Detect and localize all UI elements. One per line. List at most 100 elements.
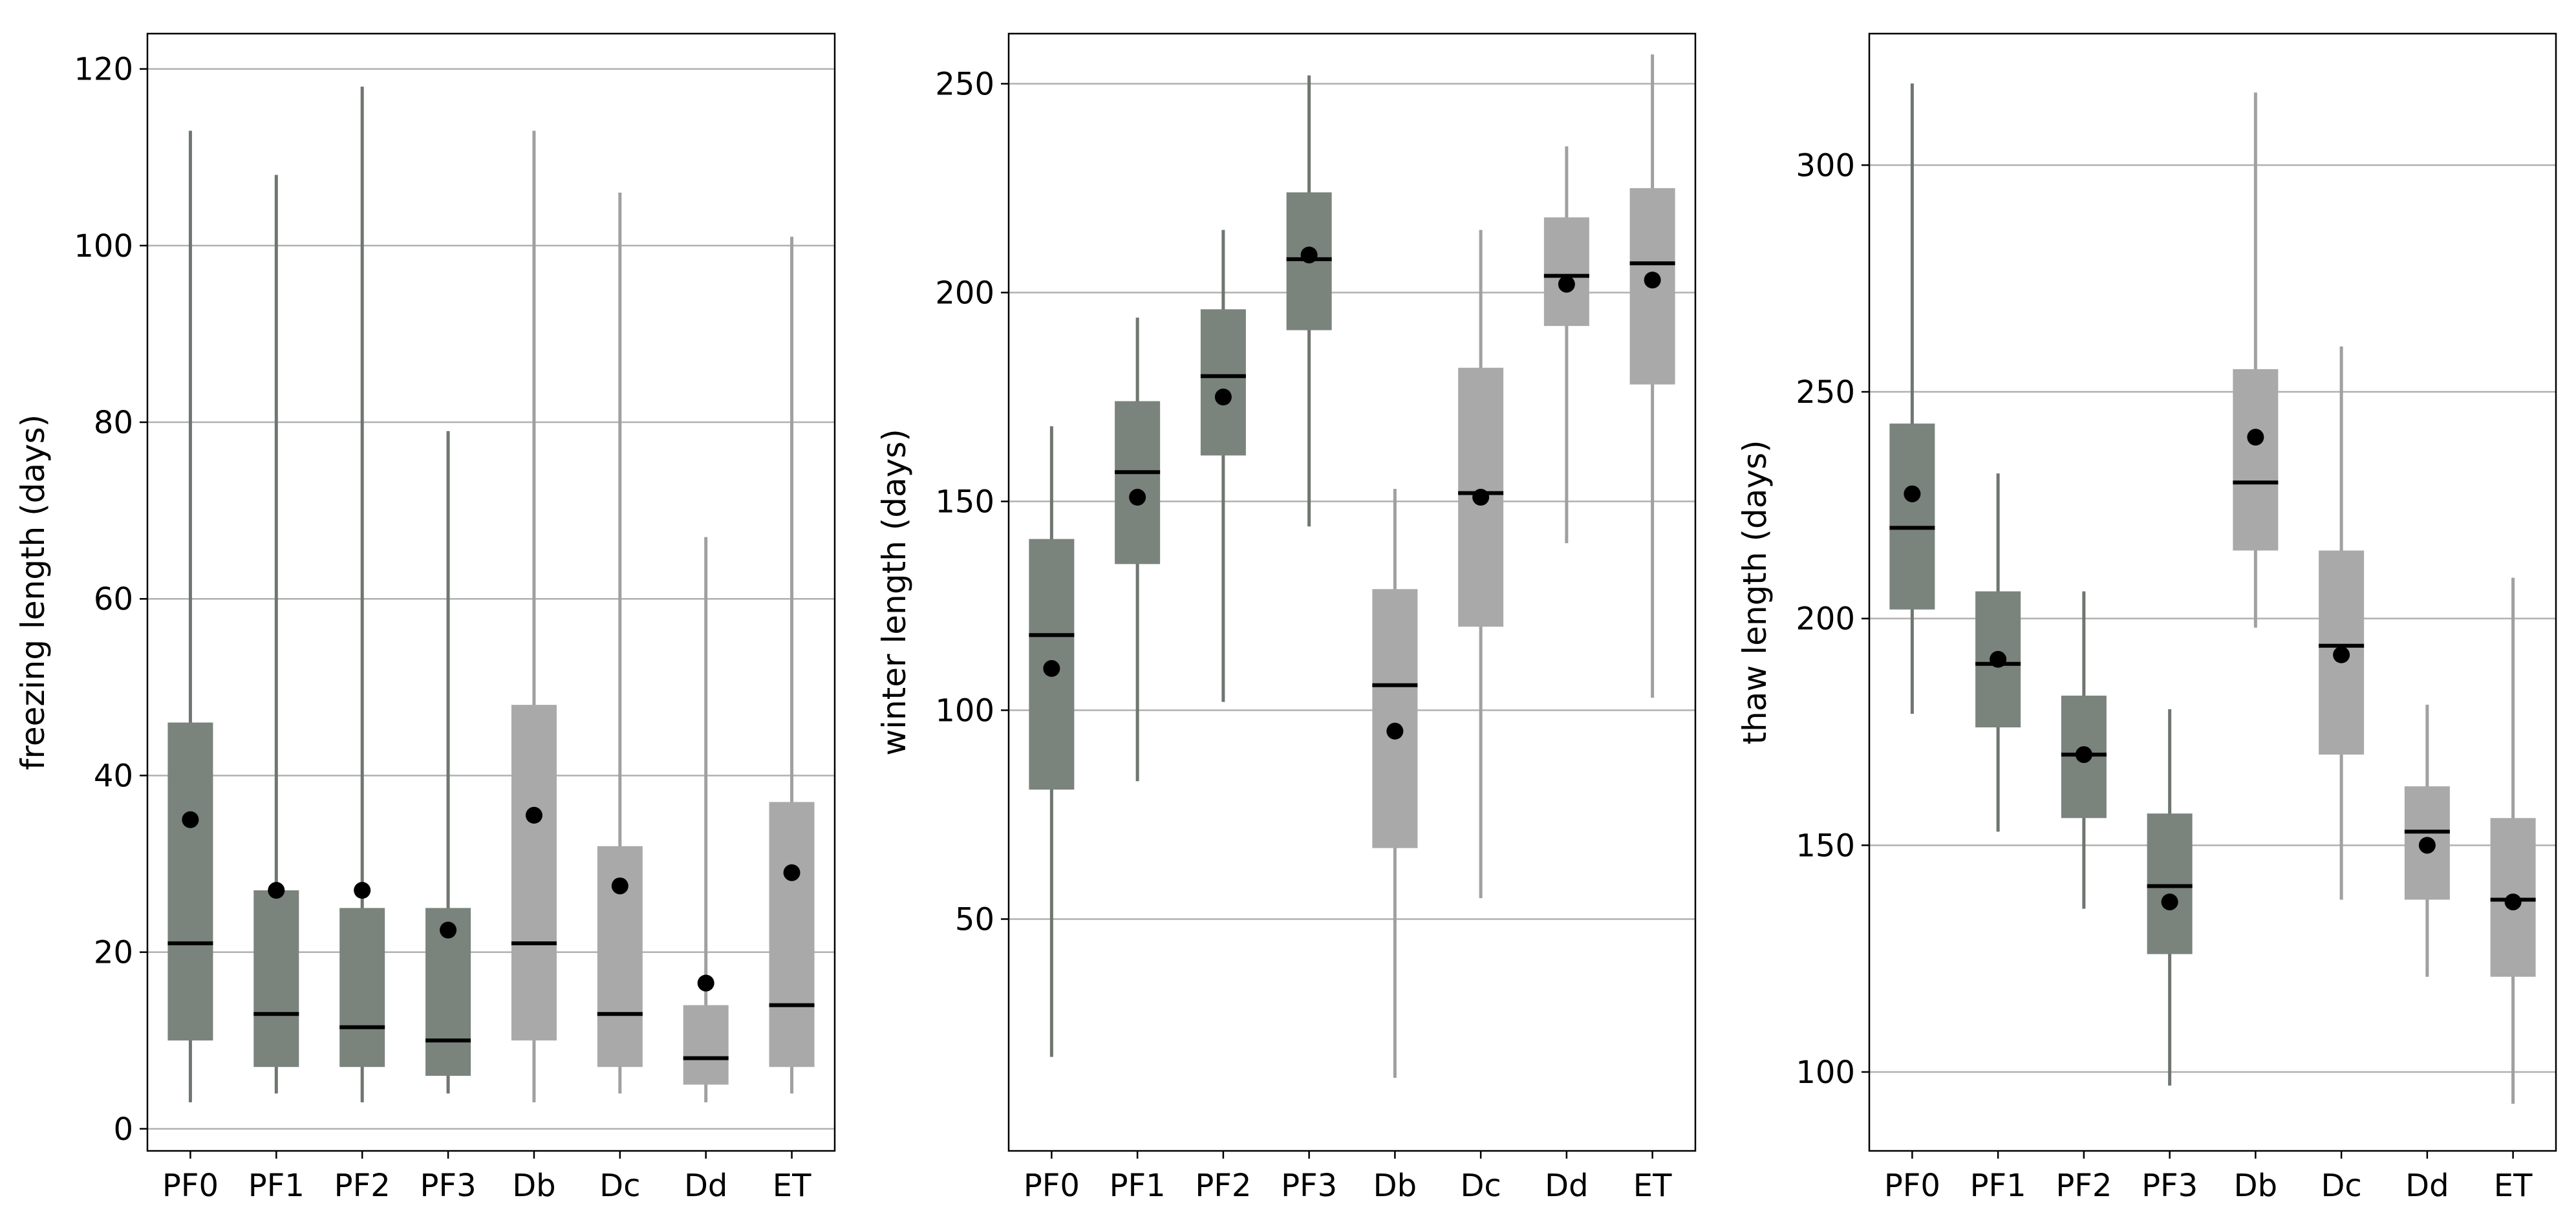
box-ET <box>1629 54 1675 698</box>
x-tick-label: PF2 <box>334 1168 391 1204</box>
box-iqr <box>339 908 385 1067</box>
chart-panel-1: 0 20 40 60 80 100 120 PF0 PF1 PF2 PF3 Db Dc Dd ET freez… <box>14 32 836 1204</box>
box-ET <box>769 237 815 1094</box>
x-tick-label: Dc <box>1460 1168 1501 1204</box>
box-Dc <box>597 192 643 1094</box>
mean-marker <box>1129 489 1146 506</box>
box-PF2 <box>1200 230 1246 702</box>
y-tick-label: 150 <box>1796 828 1855 864</box>
box-iqr <box>683 1005 729 1085</box>
box-iqr <box>511 705 557 1041</box>
x-tick-label: Dd <box>1545 1168 1588 1204</box>
box-Dc <box>1458 230 1504 899</box>
mean-marker <box>354 882 371 899</box>
y-tick-label: 60 <box>94 581 133 617</box>
x-tick-label: Db <box>512 1168 555 1204</box>
y-tick-label: 150 <box>935 484 994 520</box>
mean-marker <box>1904 485 1921 502</box>
box-Db <box>511 131 557 1102</box>
box-PF3 <box>2147 709 2193 1086</box>
y-axis-label: freezing length (days) <box>14 414 52 770</box>
box-iqr <box>2233 369 2279 551</box>
y-tick-label: 100 <box>935 692 994 729</box>
x-tick-label: PF1 <box>1110 1168 1166 1204</box>
box-iqr <box>167 722 213 1041</box>
x-tick-label: PF2 <box>1195 1168 1251 1204</box>
x-tick-label: Dc <box>2321 1168 2361 1204</box>
x-tick-label: PF1 <box>248 1168 305 1204</box>
mean-marker <box>2075 746 2092 764</box>
x-tick-label: Dd <box>2405 1168 2449 1204</box>
mean-marker <box>783 864 800 881</box>
box-iqr <box>1115 401 1161 564</box>
x-tick-label: Dc <box>599 1168 640 1204</box>
mean-marker <box>2418 837 2436 854</box>
box-PF2 <box>339 86 385 1102</box>
mean-marker <box>2247 429 2264 446</box>
mean-marker <box>1300 246 1318 264</box>
box-Dd <box>1543 146 1589 544</box>
chart-panel-3: 100 150 200 250 300 PF0 PF1 PF2 PF3 Db Dc Dd ET thaw … <box>1736 32 2557 1204</box>
x-tick-label: PF0 <box>1024 1168 1080 1204</box>
x-tick-label: ET <box>773 1168 811 1204</box>
mean-marker <box>268 882 285 899</box>
y-tick-label: 100 <box>1796 1055 1855 1091</box>
box-iqr <box>769 802 815 1067</box>
box-iqr <box>253 890 299 1067</box>
mean-marker <box>2161 893 2178 910</box>
x-tick-label: PF3 <box>1281 1168 1337 1204</box>
box-PF1 <box>253 175 299 1094</box>
y-tick-label: 80 <box>94 405 133 441</box>
x-tick-label: PF3 <box>2141 1168 2198 1204</box>
y-tick-label: 100 <box>74 228 133 264</box>
mean-marker <box>182 811 199 828</box>
x-tick-label: PF1 <box>1970 1168 2026 1204</box>
box-ET <box>2490 577 2536 1104</box>
y-tick-label: 120 <box>74 52 133 88</box>
x-tick-label: ET <box>2494 1168 2533 1204</box>
box-Db <box>1372 489 1418 1078</box>
box-PF2 <box>2061 591 2107 909</box>
y-tick-label: 20 <box>94 935 133 971</box>
x-tick-label: Db <box>2234 1168 2277 1204</box>
box-PF0 <box>167 131 213 1102</box>
mean-marker <box>440 921 457 939</box>
box-iqr <box>1543 217 1589 327</box>
box-PF0 <box>1029 426 1075 1057</box>
x-tick-label: PF0 <box>1884 1168 1940 1204</box>
mean-marker <box>611 877 628 895</box>
mean-marker <box>1990 650 2007 668</box>
x-tick-label: Dd <box>684 1168 727 1204</box>
x-tick-label: PF2 <box>2055 1168 2112 1204</box>
box-iqr <box>1889 423 1935 610</box>
mean-marker <box>697 974 714 992</box>
box-PF1 <box>1975 473 2021 832</box>
axes-frame <box>1007 32 1697 1152</box>
y-tick-label: 300 <box>1796 147 1855 184</box>
box-PF1 <box>1115 317 1161 782</box>
box-Dd <box>683 537 729 1102</box>
y-tick-label: 40 <box>94 758 133 794</box>
chart-panel-2: 50 100 150 200 250 PF0 PF1 PF2 PF3 Db Dc Dd ET winter… <box>875 32 1697 1204</box>
y-tick-label: 250 <box>935 67 994 103</box>
box-PF3 <box>1286 75 1332 527</box>
y-tick-label: 50 <box>955 901 994 938</box>
mean-marker <box>1214 389 1232 406</box>
mean-marker <box>1644 272 1661 289</box>
box-iqr <box>1372 589 1418 848</box>
y-axis-label: thaw length (days) <box>1736 440 1774 744</box>
box-Dd <box>2404 704 2450 977</box>
box-PF0 <box>1889 83 1935 714</box>
x-tick-label: PF0 <box>162 1168 219 1204</box>
mean-marker <box>1558 275 1575 293</box>
x-tick-label: ET <box>1633 1168 1672 1204</box>
x-tick-label: PF3 <box>420 1168 477 1204</box>
y-tick-label: 250 <box>1796 374 1855 411</box>
mean-marker <box>1043 659 1060 677</box>
mean-marker <box>525 806 542 824</box>
box-Dc <box>2319 346 2365 900</box>
box-iqr <box>1200 309 1246 456</box>
y-tick-label: 200 <box>1796 601 1855 638</box>
box-PF3 <box>425 431 471 1094</box>
